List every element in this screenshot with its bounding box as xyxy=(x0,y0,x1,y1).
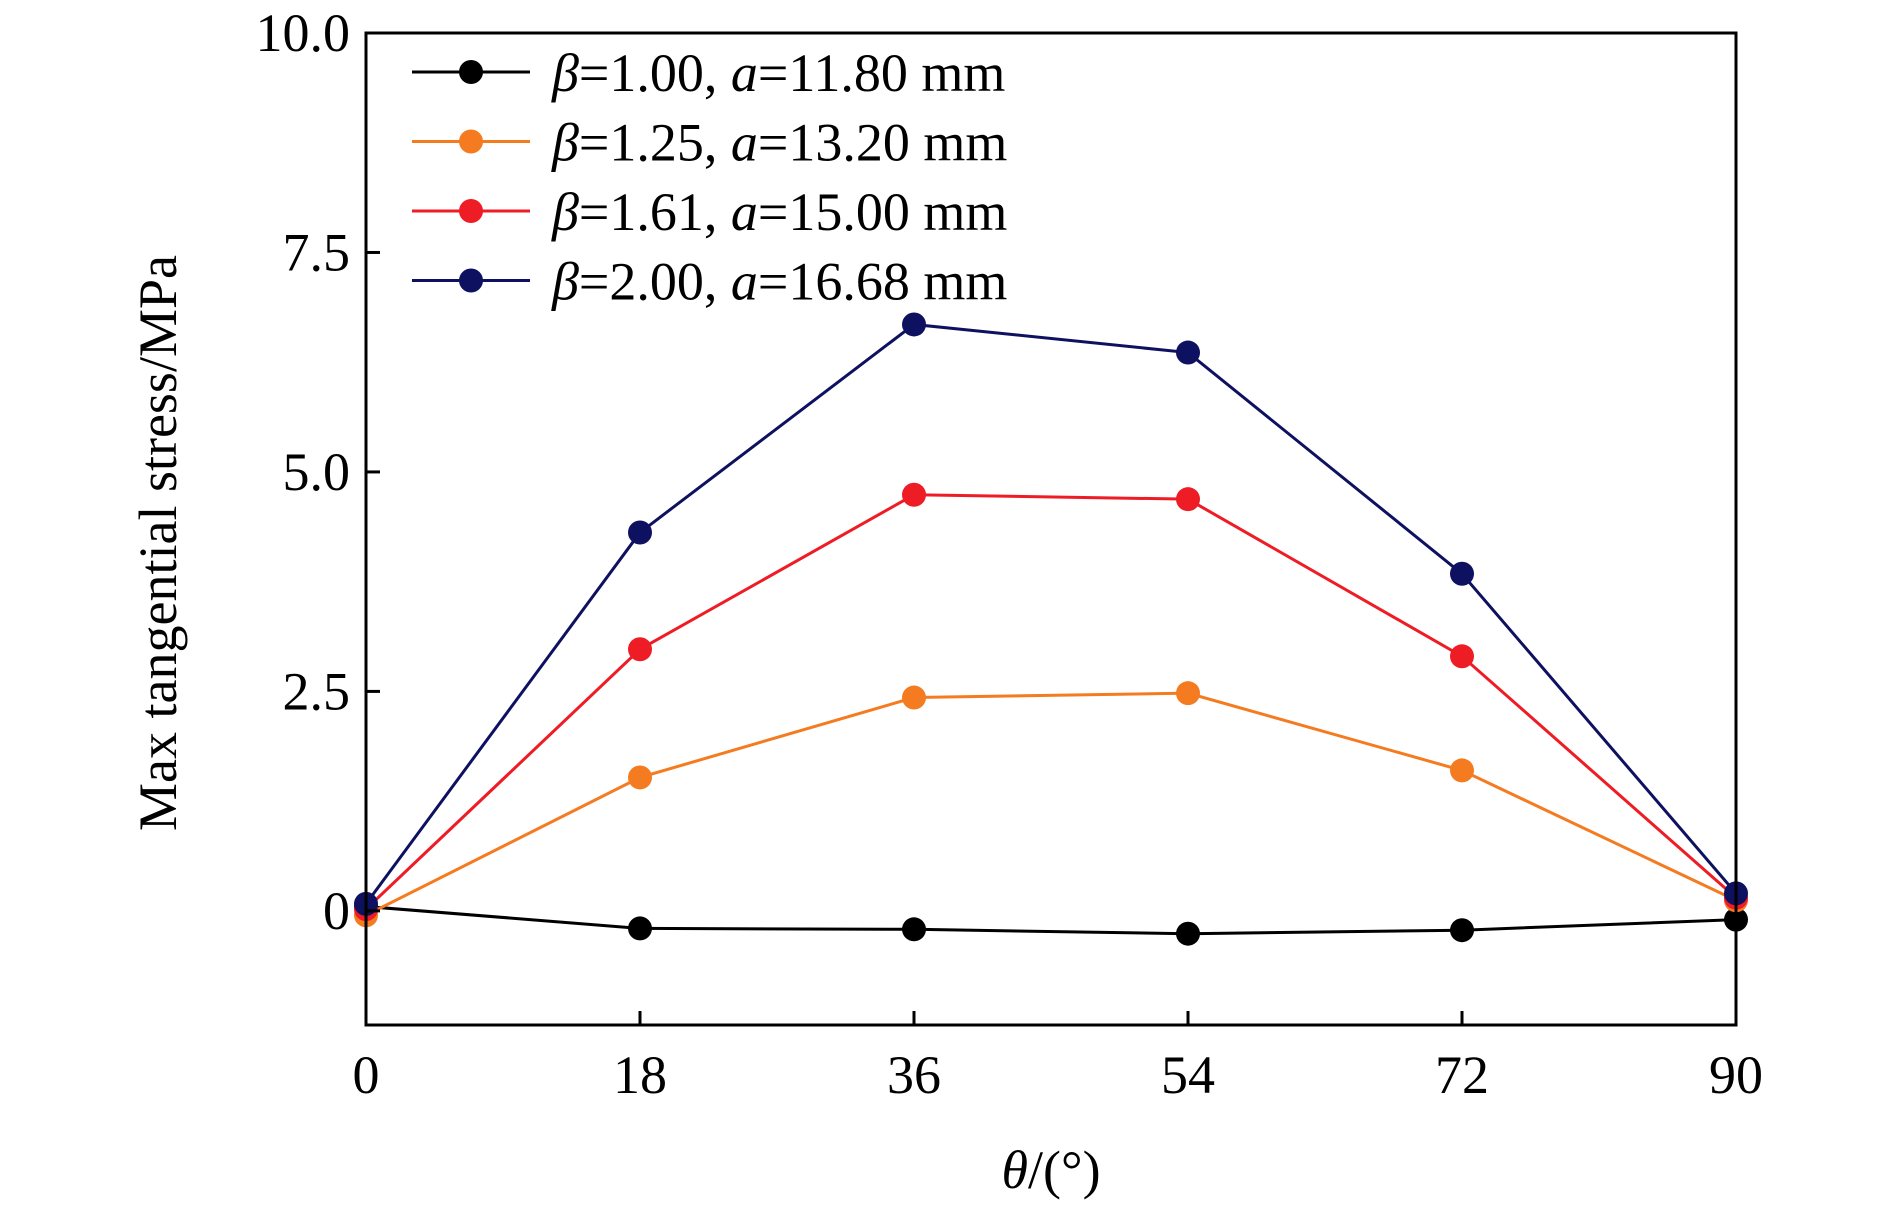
series-line xyxy=(364,493,1737,911)
legend: β=1.00, a=11.80 mmβ=1.25, a=13.20 mmβ=1.… xyxy=(412,43,1007,312)
series-line xyxy=(364,322,1738,905)
y-tick-label: 5.0 xyxy=(283,442,351,502)
series-line xyxy=(365,904,1737,936)
legend-label-part: =1.25, xyxy=(579,113,731,173)
legend-label-part: β xyxy=(551,252,579,312)
y-tick-label: 2.5 xyxy=(283,661,351,721)
data-point xyxy=(1176,681,1200,706)
legend-label: β=1.00, a=11.80 mm xyxy=(551,43,1005,103)
legend-item: β=1.61, a=15.00 mm xyxy=(412,182,1007,242)
legend-label-part: β xyxy=(551,113,579,173)
y-tick-label: 0 xyxy=(323,881,350,941)
data-point xyxy=(1450,918,1474,943)
data-point xyxy=(1176,921,1200,946)
data-point xyxy=(1450,561,1474,586)
series-3 xyxy=(354,482,1748,922)
legend-marker xyxy=(459,129,483,154)
legend-label-part: =11.80 mm xyxy=(758,43,1005,103)
x-tick-label: 72 xyxy=(1435,1045,1489,1105)
legend-label-part: =1.61, xyxy=(579,182,731,242)
y-axis-label: Max tangential stress/MPa xyxy=(128,255,188,831)
data-point xyxy=(902,917,926,942)
series-2 xyxy=(354,681,1748,928)
data-point xyxy=(1450,758,1474,783)
legend-item: β=1.00, a=11.80 mm xyxy=(412,43,1005,103)
x-tick-label: 0 xyxy=(353,1045,380,1105)
legend-label-part: =16.68 mm xyxy=(758,252,1007,312)
x-tick-label: 18 xyxy=(613,1045,667,1105)
data-point xyxy=(902,482,926,507)
y-tick-label: 7.5 xyxy=(283,222,351,282)
legend-label-part: a xyxy=(731,43,758,103)
x-tick-label: 54 xyxy=(1161,1045,1215,1105)
data-point xyxy=(902,312,926,337)
series-layer xyxy=(354,312,1748,946)
legend-item: β=1.25, a=13.20 mm xyxy=(412,113,1007,173)
legend-marker xyxy=(459,199,483,223)
x-axis-label: θ/(°) xyxy=(1001,1140,1100,1200)
data-point xyxy=(1450,644,1474,669)
data-point xyxy=(1176,487,1200,512)
series-1 xyxy=(354,894,1748,946)
data-point xyxy=(1176,340,1200,365)
legend-label-part: β xyxy=(551,43,579,103)
legend-label-part: =15.00 mm xyxy=(758,182,1007,242)
legend-label: β=1.61, a=15.00 mm xyxy=(551,182,1007,242)
plot-frame xyxy=(364,31,1738,1027)
data-point xyxy=(902,685,926,710)
x-axis-label-unit: /(°) xyxy=(1028,1140,1101,1200)
legend-label-part: =1.00, xyxy=(579,43,731,103)
y-tick-label: 10.0 xyxy=(256,3,351,63)
x-tick-label: 36 xyxy=(887,1045,941,1105)
series-line xyxy=(365,691,1737,917)
legend-label-part: a xyxy=(731,113,758,173)
legend-label-part: a xyxy=(731,182,758,242)
legend-label-part: =2.00, xyxy=(579,252,731,312)
legend-label: β=1.25, a=13.20 mm xyxy=(551,113,1007,173)
legend-marker xyxy=(459,268,483,293)
legend-label-part: β xyxy=(551,182,579,242)
legend-marker xyxy=(459,60,483,84)
axis-ticks: 0 2.5 5.0 7.5 10.0 0 18 36 54 72 90 xyxy=(256,3,1764,1105)
x-tick-label: 90 xyxy=(1709,1045,1763,1105)
x-axis-label-symbol: θ xyxy=(1001,1140,1028,1200)
legend-label: β=2.00, a=16.68 mm xyxy=(551,252,1007,312)
data-point xyxy=(628,916,652,941)
data-point xyxy=(628,520,652,545)
series-4 xyxy=(354,312,1748,916)
data-point xyxy=(628,765,652,790)
legend-item: β=2.00, a=16.68 mm xyxy=(412,252,1007,312)
legend-label-part: =13.20 mm xyxy=(758,113,1007,173)
legend-label-part: a xyxy=(731,252,758,312)
data-point xyxy=(628,637,652,662)
